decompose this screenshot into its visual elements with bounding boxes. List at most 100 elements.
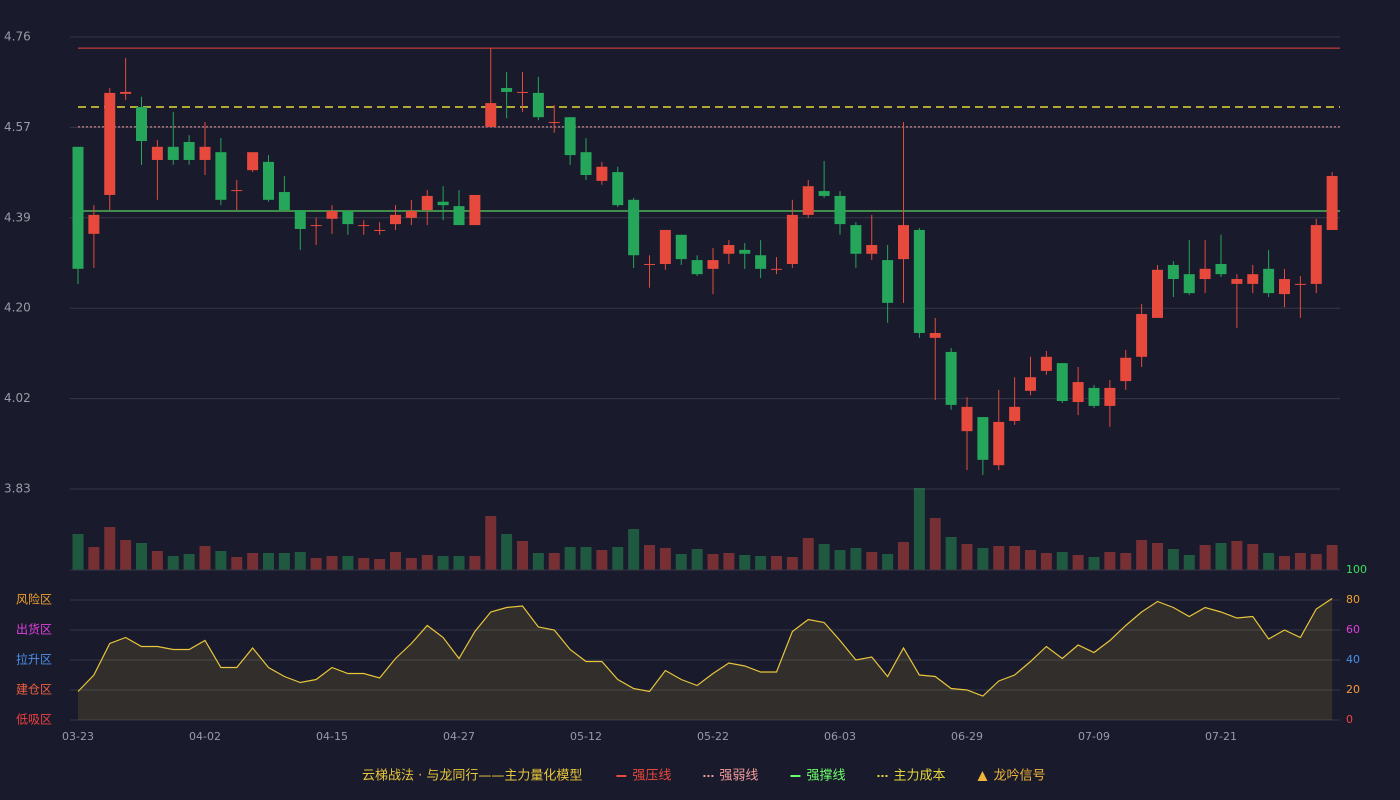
candle-body [104,92,116,195]
volume-bar [929,518,941,570]
x-tick-label: 06-29 [951,730,983,743]
volume-bar [183,554,195,570]
y2-tick-label: 20 [1346,683,1360,696]
candle-body [263,161,274,200]
candle-body [215,152,227,200]
volume-bar [1040,553,1052,570]
candle-body [183,141,195,160]
candle-body [1310,225,1322,284]
volume-bar [771,556,782,570]
volume-bar [802,538,814,570]
candle-body [723,245,735,254]
volume-bar [120,540,132,570]
y-tick-label: 4.57 [4,120,31,134]
candle-body [866,245,878,254]
volume-bar [278,553,290,570]
volume-bar [866,552,878,570]
volume-bar [612,547,624,570]
volume-bar [675,554,687,570]
legend-caption: 云梯战法 · 与龙同行——主力量化模型 [362,769,582,784]
volume-bar [1231,541,1243,570]
candle-body [1199,268,1211,280]
candle-body [596,166,608,181]
candle-body [1294,283,1306,285]
x-tick-label: 03-23 [62,730,94,743]
candle-body [771,268,782,270]
y2-tick-label: 100 [1346,563,1367,576]
volume-bar [469,556,481,570]
candle-body [755,255,767,269]
volume-bar [1136,540,1148,570]
candle-body [628,199,640,256]
volume-bar [1167,549,1179,570]
volume-bar [882,554,894,570]
zone-label: 风险区 [16,592,52,607]
volume-bar [993,546,1005,570]
volume-bar [1120,553,1132,570]
candle-body [675,234,687,260]
x-tick-label: 04-15 [316,730,348,743]
volume-bar [707,554,719,570]
volume-bar [786,557,798,570]
candle-body [517,91,528,93]
volume-bar [374,559,386,570]
y-tick-label: 4.02 [4,391,31,405]
volume-bar [104,527,116,570]
volume-bar [247,553,259,570]
candle-body [136,106,147,142]
volume-bar [167,556,179,570]
candle-body [1152,269,1163,318]
candle-body [72,146,84,269]
candle-body [1263,268,1275,294]
volume-bar [834,550,846,570]
volume-bar [1199,545,1211,570]
candle-body [278,192,290,211]
candle-body [1025,377,1036,391]
candle-body [199,146,211,160]
volume-bar [421,555,433,570]
candle-body [993,421,1005,466]
volume-bar [390,552,401,570]
volume-bar [215,551,227,570]
x-tick-label: 05-22 [697,730,729,743]
candle-body [374,229,386,231]
candle-body [850,225,862,254]
volume-bar [945,537,957,570]
x-tick-label: 07-21 [1205,730,1237,743]
candle-body [532,92,544,118]
candle-body [247,152,259,171]
volume-bar [850,548,862,570]
candle-body [437,201,449,206]
candle-body [88,214,100,234]
candle-body [390,214,401,225]
volume-bar [342,556,354,570]
volume-bar [231,557,243,570]
volume-bar [596,550,608,570]
x-tick-label: 06-03 [824,730,856,743]
volume-bar [977,548,989,570]
candle-body [1215,263,1227,275]
volume-bar [151,551,163,570]
zone-label: 建仓区 [16,683,52,697]
candle-body [1183,274,1195,294]
volume-bar [501,534,513,570]
volume-bar [1215,543,1227,570]
candle-body [1231,279,1243,284]
volume-bar [453,556,465,570]
candle-body [326,210,338,219]
volume-bar [739,555,751,570]
candle-body [501,88,513,92]
volume-bar [358,558,370,570]
candle-body [1326,176,1338,230]
volume-bar [405,558,417,570]
candle-body [231,190,243,192]
legend-label: 强弱线 [719,769,758,784]
volume-bar [913,488,925,570]
legend-label: 主力成本 [893,769,945,784]
legend-label: 龙吟信号 [993,768,1045,784]
volume-bar [580,547,592,570]
candle-body [818,191,830,196]
volume-bar [1326,545,1338,570]
